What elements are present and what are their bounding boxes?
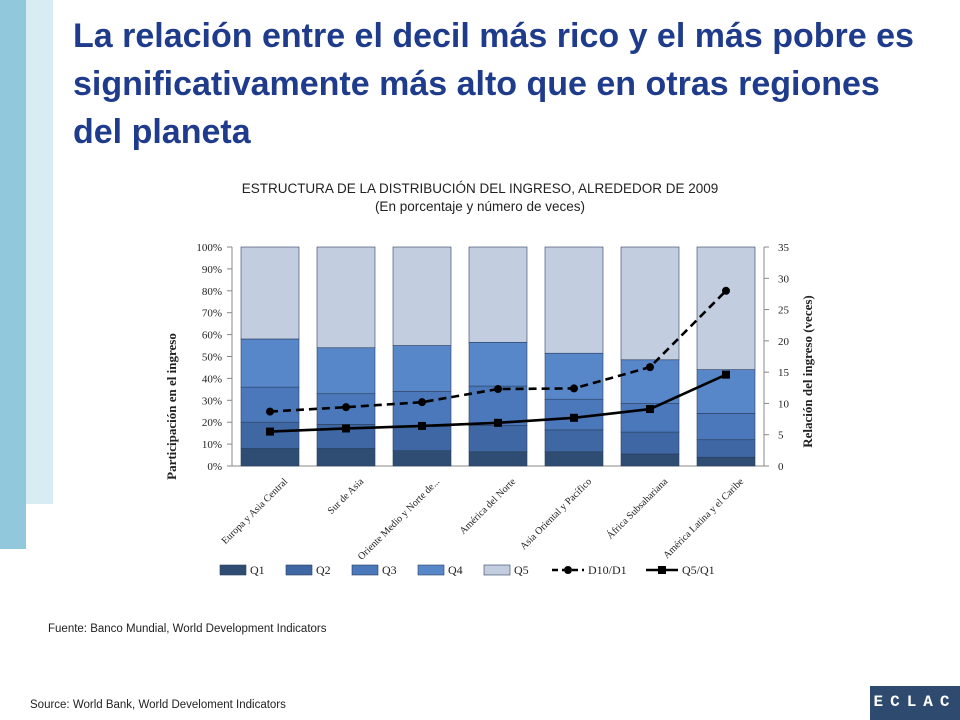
point-q5-q1 — [266, 427, 274, 436]
bar-q4-segment — [468, 341, 528, 387]
left-tick-label: 100% — [196, 242, 222, 254]
bar-q3-segment — [392, 391, 452, 427]
left-tick-label: 0% — [207, 461, 222, 473]
bar-q2-segment — [696, 439, 756, 458]
bar-q5-segment — [696, 246, 756, 370]
legend-label-d10-d1: D10/D1 — [588, 563, 627, 577]
point-q5-q1 — [722, 370, 730, 379]
legend-marker-q5-q1 — [658, 566, 666, 574]
page-title: La relación entre el decil más rico y el… — [73, 17, 914, 151]
y2-axis-title: Relación del ingreso (veces) — [800, 295, 815, 447]
left-tick-label: 40% — [202, 373, 222, 385]
right-tick-label: 5 — [778, 430, 784, 442]
legend-label-q4: Q4 — [448, 563, 463, 577]
accent-bar — [0, 0, 26, 549]
bar-q2-segment — [544, 429, 604, 453]
x-tick-label: América Latina y el Caribe — [661, 476, 746, 561]
eclac-logo-text: ECLAC — [873, 693, 957, 711]
right-tick-label: 20 — [778, 336, 790, 348]
bar-q5-segment — [544, 246, 604, 354]
bar-q2-segment — [392, 426, 452, 451]
y-axis-title: Participación en el ingreso — [164, 333, 179, 480]
bar-q2-segment — [468, 425, 528, 453]
source-note-en: Source: World Bank, World Develoment Ind… — [30, 699, 286, 711]
point-d10-d1 — [418, 398, 426, 407]
legend-swatch-q3 — [351, 564, 379, 576]
left-tick-label: 60% — [202, 330, 222, 342]
bar-q2-segment — [620, 431, 680, 455]
point-q5-q1 — [342, 424, 350, 433]
point-d10-d1 — [494, 385, 502, 394]
legend-swatch-q4 — [417, 564, 445, 576]
right-tick-label: 35 — [778, 242, 790, 254]
point-d10-d1 — [722, 286, 730, 295]
point-q5-q1 — [570, 413, 578, 422]
x-tick-label: Asia Oriental y Pacífico — [518, 476, 594, 552]
bar-q5-segment — [392, 246, 452, 346]
bar-q1-segment — [392, 450, 452, 467]
eclac-logo: ECLAC — [870, 686, 960, 720]
bar-q1-segment — [696, 456, 756, 467]
left-tick-label: 80% — [202, 286, 222, 298]
left-tick-label: 10% — [202, 439, 222, 451]
legend-label-q1: Q1 — [250, 563, 265, 577]
x-tick-label: Europa y Asia Central — [220, 476, 291, 547]
bar-q5-segment — [620, 246, 680, 361]
bar-q5-segment — [316, 246, 376, 349]
chart-title-block: ESTRUCTURA DE LA DISTRIBUCIÓN DEL INGRES… — [150, 180, 810, 216]
legend-label-q3: Q3 — [382, 563, 397, 577]
left-tick-label: 70% — [202, 308, 222, 320]
chart-title: ESTRUCTURA DE LA DISTRIBUCIÓN DEL INGRES… — [241, 181, 719, 196]
left-tick-label: 50% — [202, 352, 222, 364]
x-tick-label: Oriente Medio y Norte de... — [356, 476, 442, 562]
left-tick-label: 90% — [202, 264, 222, 276]
bar-q4-segment — [240, 338, 300, 388]
legend-swatch-q2 — [285, 564, 313, 576]
accent-bar-light — [26, 0, 53, 504]
bar-q1-segment — [544, 451, 604, 467]
point-q5-q1 — [646, 405, 654, 414]
right-tick-label: 30 — [778, 273, 790, 285]
legend-label-q2: Q2 — [316, 563, 331, 577]
bar-q5-segment — [468, 246, 528, 343]
point-q5-q1 — [418, 421, 426, 430]
bar-q1-segment — [468, 451, 528, 467]
bar-q5-segment — [240, 246, 300, 340]
right-tick-label: 10 — [778, 398, 790, 410]
x-tick-label: África Subsahariana — [604, 475, 670, 541]
x-tick-label: Sur de Asia — [326, 476, 367, 517]
bar-q3-segment — [240, 386, 300, 423]
legend-swatch-q1 — [219, 564, 247, 576]
bar-q4-segment — [392, 345, 452, 392]
point-d10-d1 — [342, 403, 350, 412]
point-q5-q1 — [494, 418, 502, 427]
bar-q1-segment — [620, 453, 680, 467]
point-d10-d1 — [570, 384, 578, 393]
bar-q4-segment — [316, 347, 376, 395]
income-distribution-chart: 0% 10% 20% 30% 40% 50% 60% 70% 80% 90% 100% 0 5 10 15 2… — [164, 242, 815, 577]
legend-marker-d10-d1 — [564, 566, 572, 574]
point-d10-d1 — [646, 363, 654, 372]
right-tick-label: 15 — [778, 367, 790, 379]
point-d10-d1 — [266, 407, 274, 416]
source-note-es: Fuente: Banco Mundial, World Development… — [48, 623, 327, 635]
legend-label-q5: Q5 — [514, 563, 529, 577]
legend-label-q5-q1: Q5/Q1 — [682, 563, 715, 577]
chart-subtitle: (En porcentaje y número de veces) — [374, 199, 586, 214]
left-tick-label: 20% — [202, 417, 222, 429]
bar-q1-segment — [316, 448, 376, 467]
bar-q1-segment — [240, 448, 300, 467]
x-tick-label: América del Norte — [458, 476, 519, 537]
bar-q3-segment — [696, 413, 756, 441]
left-tick-label: 30% — [202, 395, 222, 407]
right-tick-label: 0 — [778, 461, 784, 473]
right-tick-label: 25 — [778, 305, 790, 317]
legend-swatch-q5 — [483, 564, 511, 576]
